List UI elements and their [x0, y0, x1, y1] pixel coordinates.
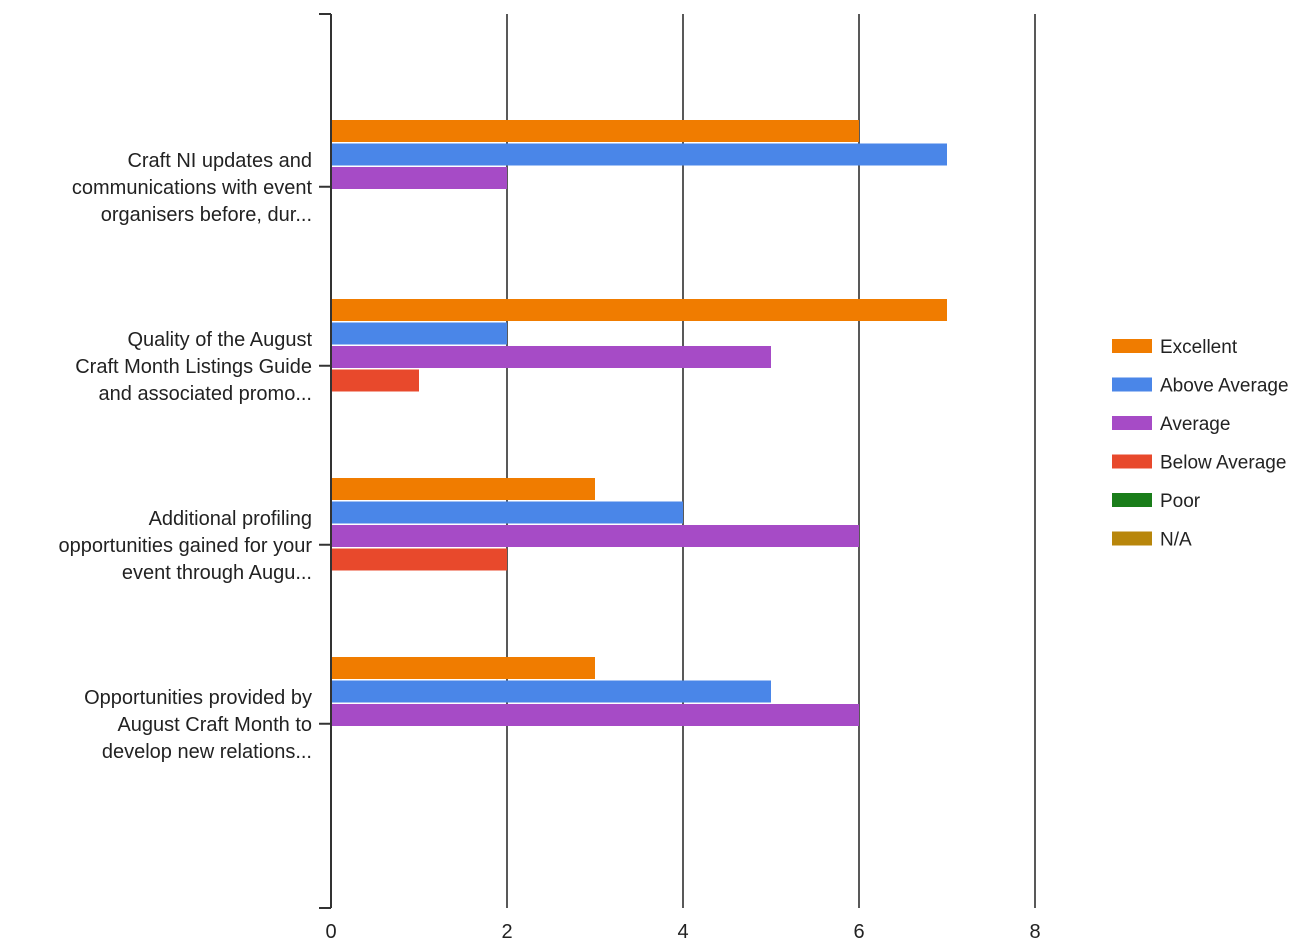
- category-labels: Craft NI updates and communications with …: [59, 150, 331, 763]
- x-tick-label: 4: [677, 921, 688, 943]
- bar-excellent: [331, 657, 595, 679]
- bar-average: [331, 704, 859, 726]
- category-label: organisers before, dur...: [101, 204, 312, 226]
- legend-swatch: [1112, 339, 1152, 353]
- x-axis-ticks: 0 2 4 6 8: [325, 921, 1040, 943]
- legend-label: Average: [1160, 414, 1230, 435]
- category-label: Craft Month Listings Guide: [75, 356, 312, 378]
- category-label: develop new relations...: [102, 741, 312, 763]
- bars: [331, 120, 947, 726]
- bar-below-average: [331, 548, 507, 571]
- legend-label: Above Average: [1160, 376, 1289, 397]
- bar-above-average: [331, 143, 947, 166]
- category-label: event through Augu...: [122, 562, 312, 584]
- x-tick-label: 6: [853, 921, 864, 943]
- bar-excellent: [331, 120, 859, 142]
- legend: Excellent Above Average Average Below Avera…: [1112, 337, 1289, 551]
- category-label: communications with event: [72, 177, 313, 199]
- legend-swatch: [1112, 416, 1152, 430]
- bar-average: [331, 346, 771, 368]
- bar-excellent: [331, 478, 595, 500]
- y-axis-ticks: [319, 13, 331, 909]
- bar-above-average: [331, 322, 507, 345]
- legend-swatch: [1112, 377, 1152, 392]
- legend-label: Excellent: [1160, 337, 1238, 358]
- x-tick-label: 0: [325, 921, 336, 943]
- legend-label: N/A: [1160, 530, 1192, 551]
- bar-above-average: [331, 680, 771, 703]
- legend-swatch: [1112, 531, 1152, 546]
- legend-swatch: [1112, 493, 1152, 507]
- category-label: Additional profiling: [149, 508, 312, 530]
- category-label: and associated promo...: [99, 383, 312, 405]
- legend-label: Below Average: [1160, 453, 1286, 474]
- legend-label: Poor: [1160, 491, 1201, 512]
- category-label: Craft NI updates and: [127, 150, 312, 172]
- bar-excellent: [331, 299, 947, 321]
- category-label: Opportunities provided by: [84, 687, 312, 709]
- bar-average: [331, 525, 859, 547]
- legend-swatch: [1112, 454, 1152, 469]
- x-tick-label: 8: [1029, 921, 1040, 943]
- category-label: opportunities gained for your: [59, 535, 313, 557]
- bar-below-average: [331, 369, 419, 392]
- bar-average: [331, 167, 507, 189]
- category-label: August Craft Month to: [117, 714, 312, 736]
- bar-above-average: [331, 501, 683, 524]
- x-tick-label: 2: [501, 921, 512, 943]
- category-label: Quality of the August: [127, 329, 312, 351]
